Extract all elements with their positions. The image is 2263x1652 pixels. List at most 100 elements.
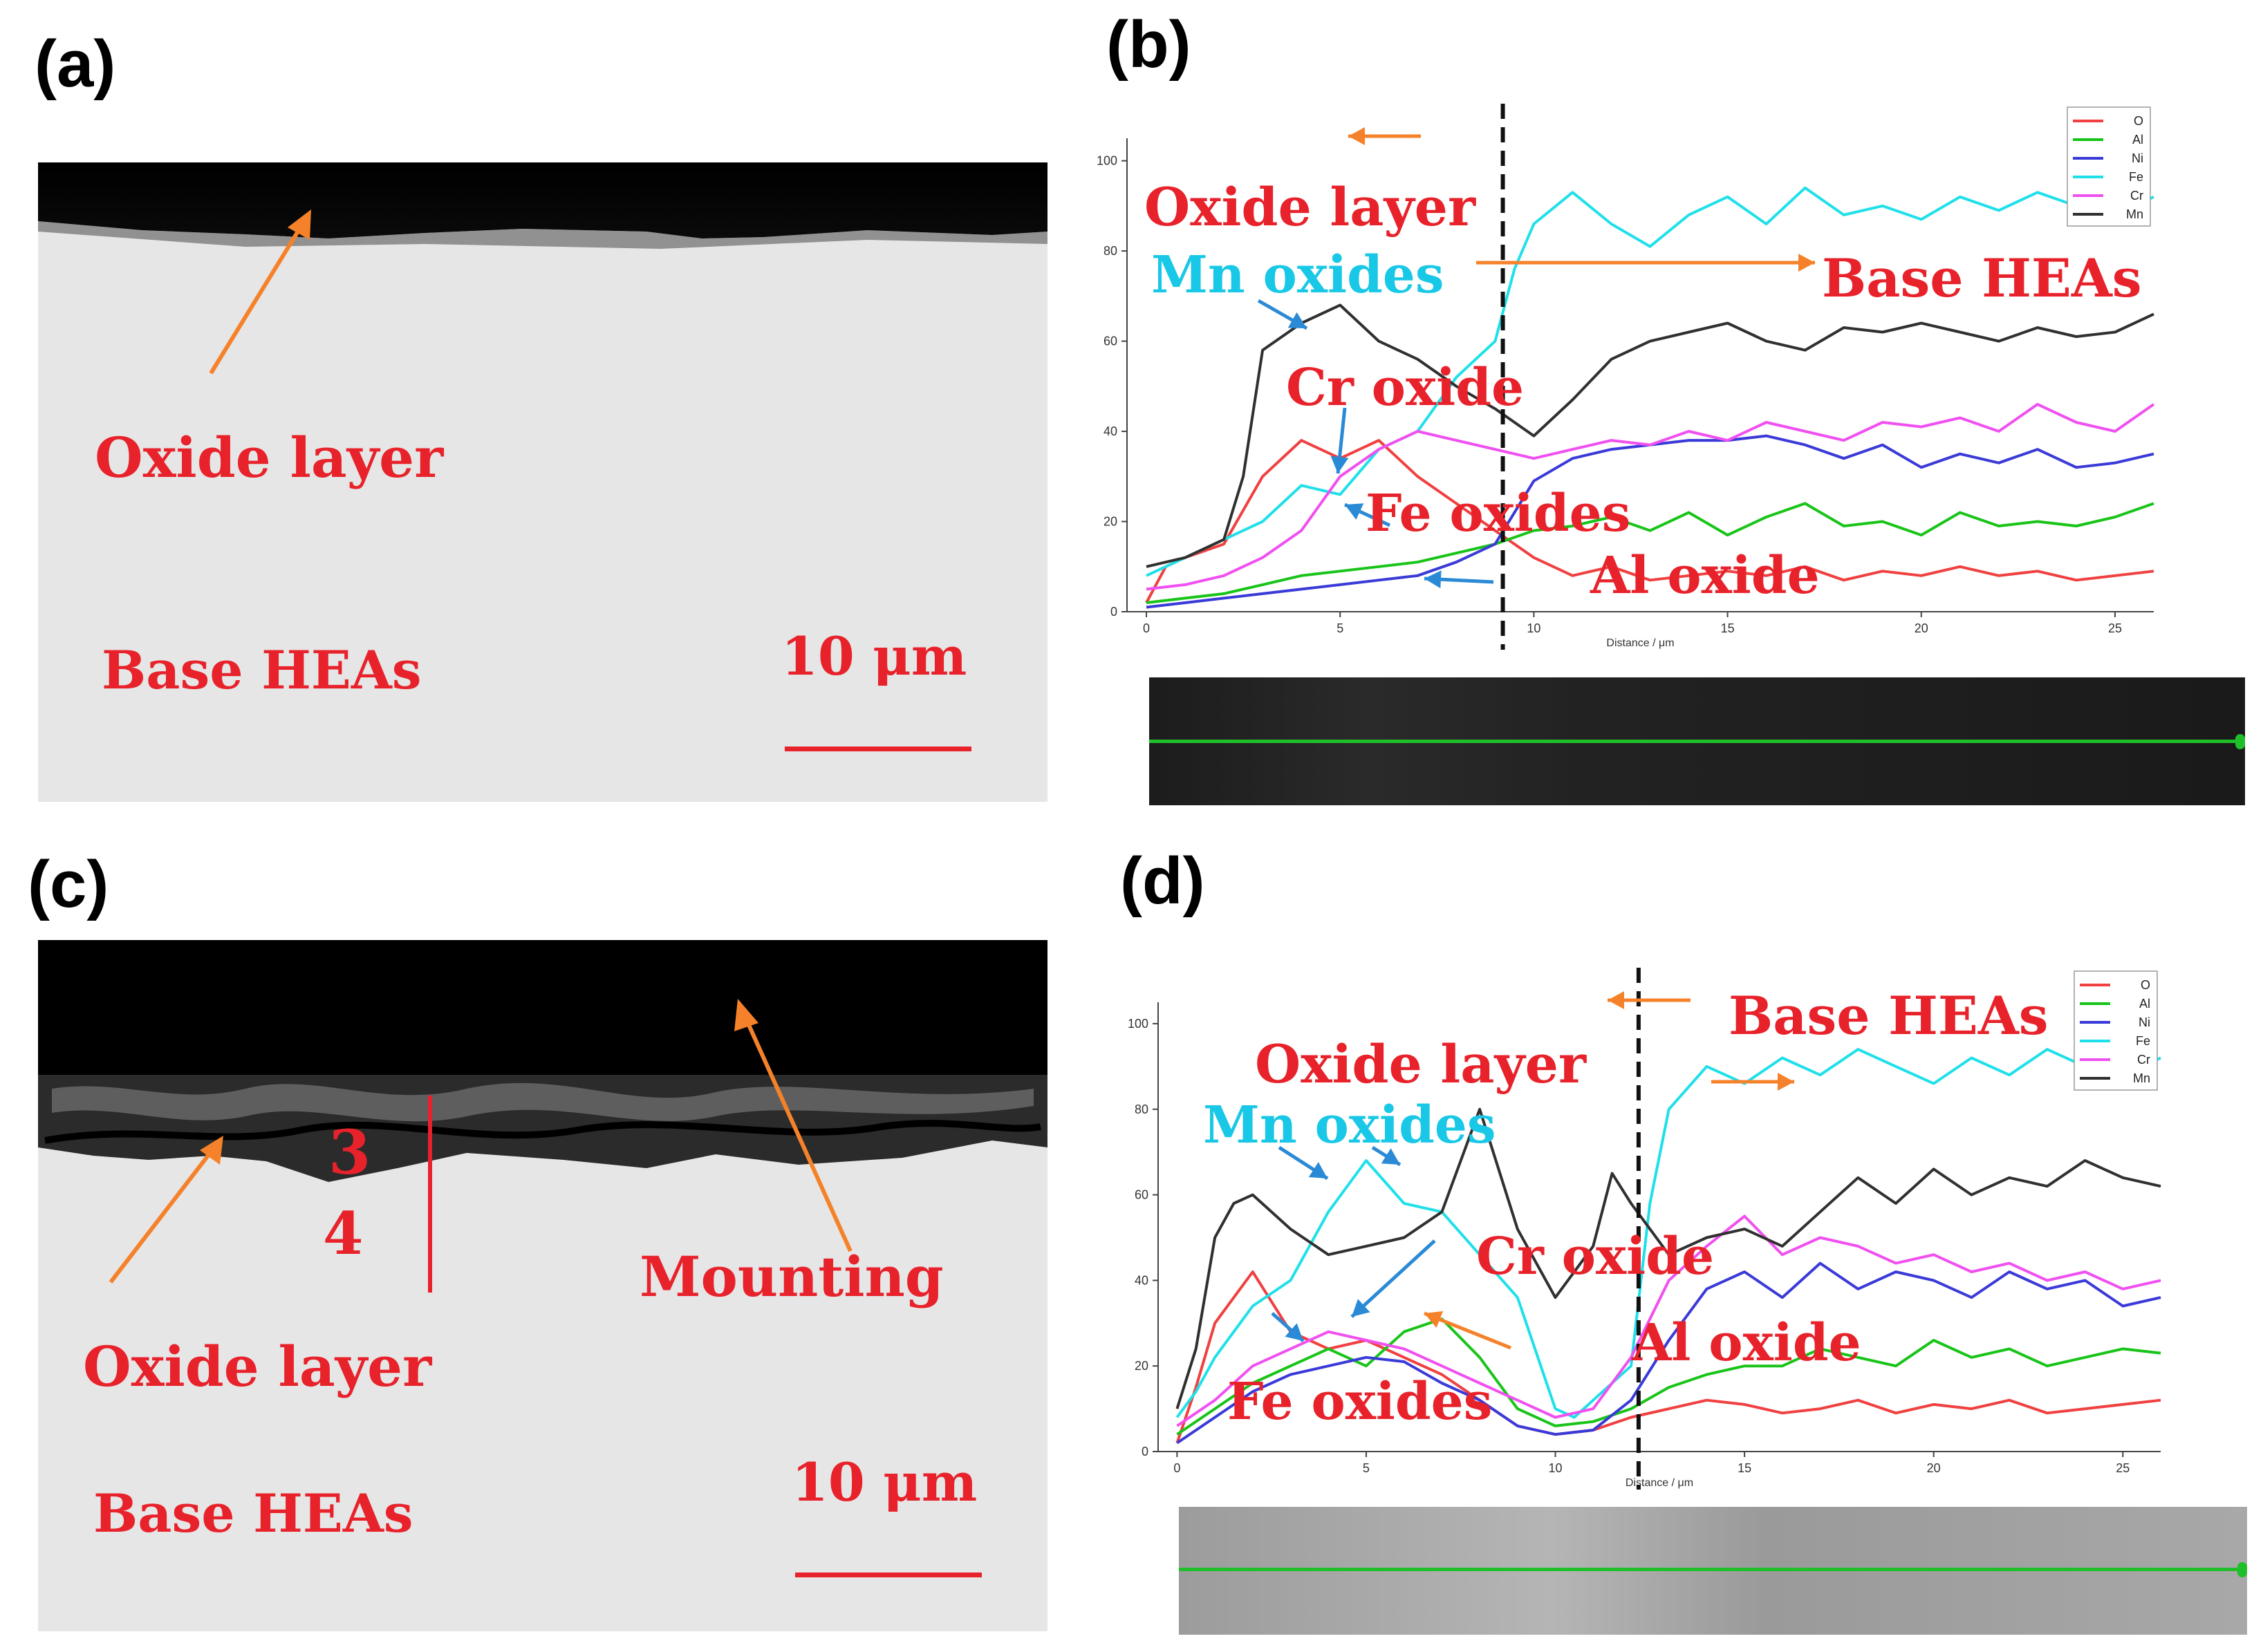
sem-image-a: Oxide layer Base HEAs 10 μm: [38, 162, 1047, 802]
legend-label-b-Ni: Ni: [2132, 151, 2143, 165]
series-line-b-Mn: [1146, 303, 2154, 568]
arrow-fe-d-head: [1285, 1323, 1303, 1341]
base-heas-label-b: Base HEAs: [1822, 247, 2142, 309]
arrow-mn-b-head: [1287, 312, 1307, 328]
series-line-d-Ni: [1176, 1261, 2161, 1445]
arrow-mn2-d-head: [1381, 1148, 1400, 1165]
legend-label-b-Al: Al: [2132, 133, 2143, 147]
x-tick-label-d-15: 15: [1738, 1461, 1751, 1475]
legend-label-b-Fe: Fe: [2129, 170, 2143, 184]
legend-label-b-Mn: Mn: [2126, 207, 2143, 221]
legend-label-d-O: O: [2141, 978, 2150, 992]
base-heas-label-a: Base HEAs: [102, 639, 422, 701]
arrow-oxide-left-b-head: [1348, 127, 1365, 145]
arrow-head-oxide-c: [200, 1136, 223, 1165]
arrow-al-d-head: [1424, 1311, 1444, 1328]
series-line-d-Mn: [1175, 1107, 2161, 1409]
arrow-head-mounting-c: [734, 999, 758, 1031]
x-tick-label-d-0: 0: [1173, 1461, 1180, 1475]
y-tick-label-d-60: 60: [1135, 1188, 1148, 1202]
y-tick-label-b-20: 20: [1103, 515, 1117, 529]
cr-oxide-label-b: Cr oxide: [1286, 358, 1525, 417]
oxide-layer-label-a: Oxide layer: [95, 425, 444, 490]
oxide-band-a: [38, 162, 1047, 238]
line-scan-chart-d: 0 20 40 60 80 100 0 5 10 15 20 25 Distance / μm O Al Ni…: [1092, 964, 2261, 1496]
line-scan-strip-b: [1149, 677, 2245, 805]
y-tick-label-b-60: 60: [1103, 335, 1117, 348]
scale-bar-a: [785, 747, 971, 751]
point-4-label-c: 4: [323, 1199, 364, 1268]
arrow-oxide-c: [109, 1146, 216, 1284]
series-line-b-Al: [1146, 502, 2154, 604]
y-tick-label-b-0: 0: [1110, 605, 1117, 619]
chart-d-svg: 0 20 40 60 80 100 0 5 10 15 20 25 Distance / μm O Al Ni…: [1128, 968, 2161, 1490]
x-tick-label-b-10: 10: [1527, 621, 1540, 635]
panel-a-label: (a): [35, 27, 116, 101]
legend-box-b: [2067, 106, 2151, 227]
arrow-mn1-d-head: [1308, 1162, 1328, 1179]
x-tick-label-d-25: 25: [2116, 1461, 2130, 1475]
x-tick-label-d-10: 10: [1549, 1461, 1563, 1475]
y-tick-label-b-80: 80: [1103, 244, 1117, 258]
x-tick-label-b-0: 0: [1143, 621, 1150, 635]
scan-line-end-d: [2237, 1562, 2247, 1577]
mn-oxides-label-b: Mn oxides: [1151, 245, 1444, 305]
x-axis-label-b: Distance / μm: [1606, 637, 1674, 649]
x-tick-label-b-25: 25: [2108, 621, 2122, 635]
series-line-b-Cr: [1146, 402, 2155, 591]
x-tick-label-b-15: 15: [1721, 621, 1735, 635]
panel-b-label: (b): [1106, 8, 1191, 82]
arrow-cr-b-head: [1330, 456, 1349, 473]
al-oxide-label-b: Al oxide: [1590, 546, 1820, 606]
x-tick-label-d-20: 20: [1927, 1461, 1941, 1475]
arrow-head-oxide-a: [288, 209, 311, 240]
chart-b-svg: 0 20 40 60 80 100 0 5 10 15 20 25 Distance / μm O Al Ni…: [1097, 104, 2155, 650]
legend-box-d: [2074, 970, 2158, 1091]
base-heas-label-d: Base HEAs: [1729, 985, 2049, 1046]
legend-label-b-O: O: [2134, 114, 2143, 128]
oxide-cracks-c: [44, 1120, 1041, 1144]
scan-line-b: [1149, 740, 2245, 743]
mounting-label-c: Mounting: [640, 1244, 944, 1309]
sem-image-c: 3 4 Mounting Oxide layer Base HEAs 10 μm: [38, 940, 1047, 1631]
y-tick-label-d-100: 100: [1128, 1017, 1148, 1031]
series-line-b-O: [1145, 439, 2154, 603]
arrow-oxide-left-d-head: [1608, 991, 1624, 1009]
cr-oxide-label-d: Cr oxide: [1476, 1227, 1715, 1286]
y-tick-label-d-80: 80: [1135, 1102, 1148, 1116]
base-heas-label-c: Base HEAs: [93, 1483, 413, 1544]
al-oxide-label-d: Al oxide: [1632, 1313, 1861, 1373]
point-3-label-c: 3: [328, 1116, 371, 1188]
x-tick-label-d-5: 5: [1363, 1461, 1370, 1475]
y-tick-label-b-100: 100: [1097, 154, 1117, 168]
oxide-texture-c: [52, 1082, 1034, 1122]
legend-label-b-Cr: Cr: [2130, 189, 2143, 203]
oxide-layer-label-d: Oxide layer: [1255, 1033, 1587, 1095]
x-tick-label-b-5: 5: [1337, 621, 1343, 635]
mn-oxides-label-d: Mn oxides: [1203, 1096, 1496, 1155]
y-tick-label-b-40: 40: [1103, 424, 1117, 438]
fe-oxides-label-d: Fe oxides: [1227, 1372, 1493, 1432]
legend-label-d-Al: Al: [2139, 997, 2150, 1011]
scan-line-d: [1179, 1568, 2247, 1571]
fe-oxides-label-b: Fe oxides: [1366, 484, 1631, 543]
mounting-region-c: [38, 940, 1047, 1075]
arrow-oxide-a: [209, 220, 306, 375]
arrow-fe-b-head: [1345, 503, 1364, 520]
series-line-d-Cr: [1176, 1214, 2161, 1427]
legend-label-d-Mn: Mn: [2133, 1071, 2150, 1085]
scale-label-c: 10 μm: [792, 1452, 978, 1513]
panel-d-label: (d): [1120, 844, 1205, 918]
arrow-base-right-b-head: [1798, 254, 1815, 272]
panel-c-label: (c): [28, 847, 109, 921]
line-scan-chart-b: 0 20 40 60 80 100 0 5 10 15 20 25 Distance / μm O Al Ni…: [1079, 97, 2254, 650]
legend-label-d-Ni: Ni: [2139, 1015, 2150, 1029]
oxide-layer-label-c: Oxide layer: [83, 1334, 432, 1399]
scale-label-a: 10 μm: [781, 626, 967, 687]
line-scan-strip-d: [1179, 1507, 2247, 1635]
sem-c-graphics: [38, 940, 1047, 1577]
arrow-al-b-head: [1424, 570, 1442, 589]
series-line-b-Fe: [1146, 186, 2154, 577]
y-tick-label-d-20: 20: [1135, 1359, 1148, 1373]
y-tick-label-d-0: 0: [1142, 1445, 1148, 1458]
